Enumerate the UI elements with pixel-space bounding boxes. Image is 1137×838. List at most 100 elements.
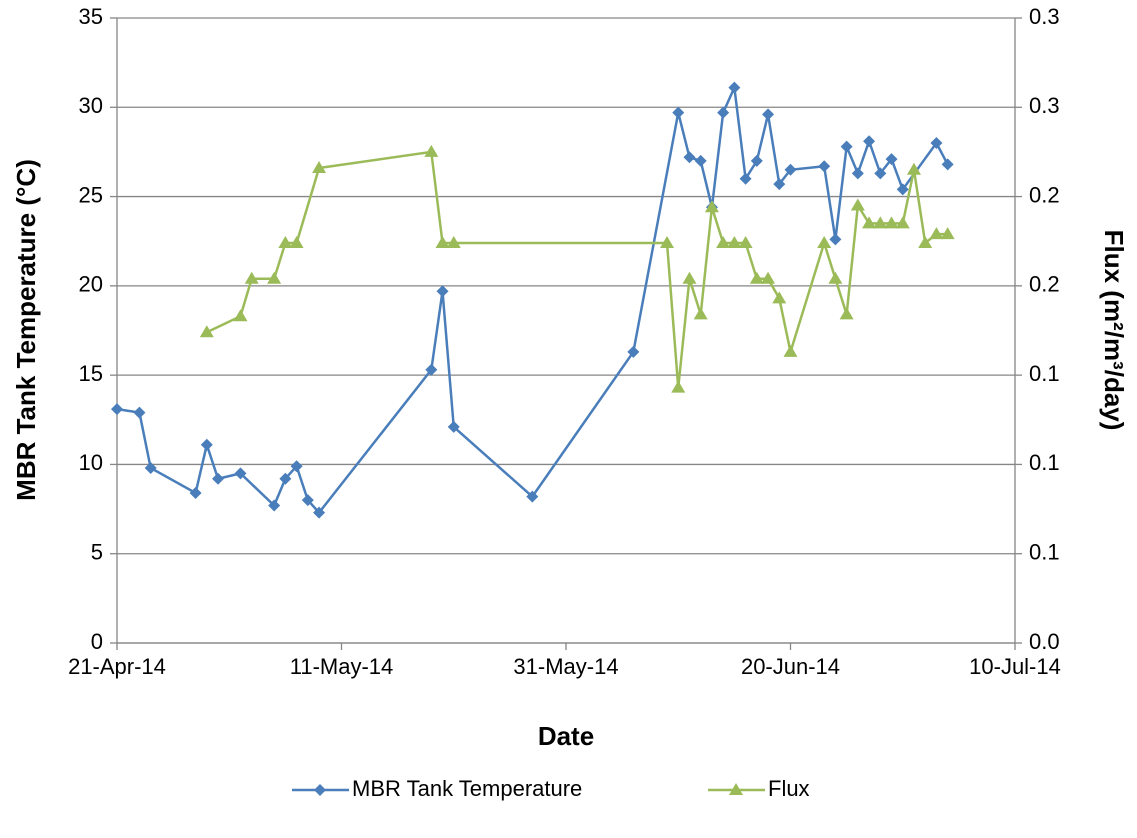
data-point (773, 178, 786, 191)
data-point (929, 227, 944, 240)
data-point (446, 236, 461, 248)
series-line (206, 150, 948, 388)
data-point (874, 167, 887, 180)
data-point (425, 363, 438, 376)
data-point (918, 236, 933, 248)
data-point (268, 499, 281, 512)
data-point (289, 236, 304, 248)
data-point (818, 160, 831, 173)
y-tick-label: 5 (91, 540, 103, 565)
y-tick-label: 20 (79, 272, 103, 297)
data-point (290, 460, 303, 473)
data-point (895, 216, 910, 229)
data-point (435, 236, 450, 248)
series-line (116, 83, 949, 515)
data-point (627, 345, 640, 358)
data-point (111, 403, 123, 416)
y-tick-label: 25 (79, 182, 103, 207)
data-point (447, 420, 460, 433)
y-axis-title: MBR Tank Temperature (°C) (11, 159, 41, 501)
data-point (749, 271, 764, 284)
x-tick-label: 20-Jun-14 (741, 654, 840, 679)
data-point (133, 406, 146, 419)
data-point (762, 108, 775, 121)
data-point (930, 137, 943, 149)
x-tick-label: 10-Jul-14 (969, 654, 1061, 679)
data-point (940, 227, 955, 240)
legend-label: MBR Tank Temperature (352, 776, 582, 801)
data-point (896, 183, 909, 196)
data-point (301, 494, 314, 507)
data-point (885, 153, 898, 166)
y-tick-label: 15 (79, 361, 103, 386)
data-point (716, 236, 731, 248)
data-point (233, 309, 248, 322)
data-point (727, 236, 742, 248)
data-point (244, 271, 259, 284)
data-point (784, 163, 797, 176)
data-point (436, 285, 449, 298)
data-point (278, 236, 293, 248)
data-point (694, 154, 707, 167)
data-point (199, 325, 214, 338)
y2-tick-label: 0.3 (1029, 93, 1060, 118)
legend-marker (729, 783, 743, 795)
data-point (704, 200, 719, 213)
data-point (738, 236, 753, 248)
data-point (424, 144, 439, 157)
data-point (312, 161, 327, 173)
data-point (234, 467, 247, 480)
y2-tick-label: 0.2 (1029, 182, 1060, 207)
y2-tick-label: 0.3 (1029, 4, 1060, 29)
data-point (873, 216, 888, 229)
legend-marker (314, 784, 326, 796)
data-point (863, 135, 876, 148)
data-point (862, 216, 877, 229)
y-tick-label: 30 (79, 93, 103, 118)
data-point (526, 490, 539, 503)
data-point (839, 307, 854, 320)
data-point (828, 271, 843, 284)
data-point (717, 106, 730, 119)
data-point (829, 233, 842, 246)
data-point (279, 472, 292, 485)
y2-tick-label: 0.0 (1029, 629, 1060, 654)
data-point (144, 462, 157, 474)
data-point (761, 271, 776, 284)
y-tick-label: 35 (79, 4, 103, 29)
y2-axis-title: Flux (m²/m³/day) (1099, 230, 1129, 431)
y2-tick-label: 0.2 (1029, 272, 1060, 297)
y-tick-label: 10 (79, 450, 103, 475)
data-point (728, 81, 741, 94)
data-point (783, 344, 798, 357)
data-point (884, 216, 899, 229)
data-point (212, 472, 225, 485)
data-point (682, 271, 697, 284)
data-point (671, 380, 686, 393)
data-point (200, 438, 213, 451)
data-point (683, 151, 696, 164)
y-tick-label: 0 (91, 629, 103, 654)
data-point (739, 172, 752, 185)
y2-tick-label: 0.1 (1029, 540, 1060, 565)
y2-tick-label: 0.1 (1029, 450, 1060, 475)
data-point (817, 236, 832, 248)
data-point (660, 236, 675, 248)
data-point (693, 307, 708, 320)
data-point (189, 487, 202, 499)
data-point (906, 162, 921, 175)
data-point (750, 154, 763, 167)
data-point (941, 158, 954, 171)
data-point (772, 291, 787, 304)
data-point (840, 140, 853, 153)
x-tick-label: 31-May-14 (513, 654, 618, 679)
legend-label: Flux (768, 776, 810, 801)
data-point (313, 506, 326, 519)
x-axis-title: Date (538, 721, 594, 751)
data-point (851, 167, 864, 180)
data-point (850, 198, 865, 211)
data-point (672, 106, 685, 119)
y2-tick-label: 0.1 (1029, 361, 1060, 386)
x-tick-label: 11-May-14 (290, 654, 394, 679)
